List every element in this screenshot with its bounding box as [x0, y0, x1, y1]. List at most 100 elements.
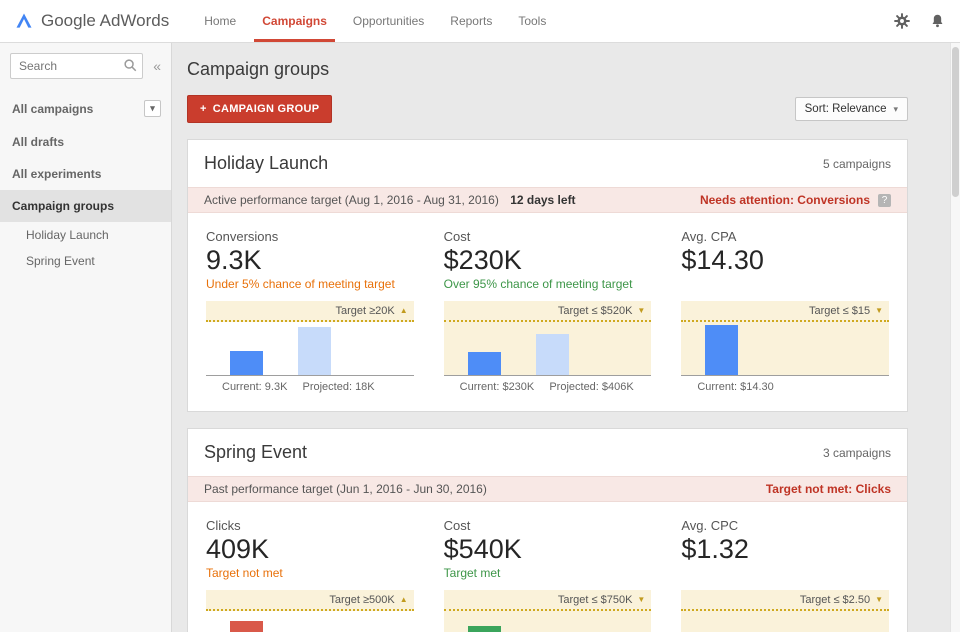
target-dropdown-arrow[interactable]: ▼ [637, 306, 646, 316]
gear-icon[interactable] [893, 12, 911, 30]
performance-target-banner: Past performance target (Jun 1, 2016 - J… [188, 476, 907, 503]
chart-notes: Current: $230K Projected: $406K [444, 381, 652, 393]
sidebar-item-holiday-launch[interactable]: Holiday Launch [0, 222, 171, 248]
target-chart: Target ≥20K ▲ [206, 301, 414, 377]
chevron-down-icon: ▾ [893, 103, 898, 114]
metric-cost: Cost $540K Target met Target ≤ $750K ▼ A… [443, 518, 652, 632]
main-nav: Home Campaigns Opportunities Reports Too… [191, 0, 559, 42]
chart-notes: Current: 9.3K Projected: 18K [206, 381, 414, 393]
metric-avg-cpa: Avg. CPA $14.30 Target ≤ $15 ▼ Current: … [681, 229, 889, 393]
search-row: « [0, 43, 171, 91]
nav-home[interactable]: Home [204, 14, 237, 28]
nav-reports[interactable]: Reports [450, 14, 493, 28]
sidebar-item-all-drafts[interactable]: All drafts [0, 126, 171, 158]
help-icon[interactable]: ? [878, 193, 891, 207]
add-campaign-group-button[interactable]: + CAMPAIGN GROUP [187, 95, 333, 123]
sidebar-item-all-campaigns[interactable]: All campaigns ▾ [0, 91, 171, 126]
collapse-sidebar-button[interactable]: « [153, 58, 161, 74]
chart-body [443, 322, 652, 376]
target-label: Target ≤ $15 [809, 304, 871, 317]
search-box [10, 53, 144, 79]
brand[interactable]: Google AdWords [14, 0, 169, 42]
bar-current [230, 350, 263, 376]
target-region: Target ≤ $2.50 ▼ [681, 590, 889, 612]
target-dropdown-arrow[interactable]: ▼ [875, 595, 883, 605]
bar-actual [230, 620, 263, 632]
banner-text: Active performance target (Aug 1, 2016 -… [204, 193, 499, 207]
metric-label: Avg. CPC [681, 518, 739, 534]
bar-current [467, 351, 501, 376]
sidebar-item-spring-event[interactable]: Spring Event [0, 248, 171, 274]
performance-target-banner: Active performance target (Aug 1, 2016 -… [188, 187, 907, 213]
target-chart: Target ≤ $2.50 ▼ [681, 590, 889, 632]
metric-value: $14.30 [681, 245, 764, 275]
bell-icon[interactable] [929, 13, 946, 30]
card-header: Spring Event 3 campaigns [188, 429, 907, 476]
metric-value: $230K [443, 245, 522, 275]
note-current: Current: $230K [459, 381, 535, 394]
main-content: Campaign groups + CAMPAIGN GROUP Sort: R… [173, 43, 950, 632]
sidebar-item-label: All drafts [12, 135, 65, 149]
metric-label: Cost [443, 518, 471, 534]
campaign-count: 5 campaigns [822, 156, 891, 171]
sidebar-item-all-experiments[interactable]: All experiments [0, 158, 171, 190]
topbar: Google AdWords Home Campaigns Opportunit… [0, 0, 960, 43]
metrics-row: Conversions 9.3K Under 5% chance of meet… [188, 213, 907, 411]
metric-value: $1.32 [681, 534, 749, 565]
metric-label: Conversions [206, 229, 279, 244]
card-header: Holiday Launch 5 campaigns [188, 140, 907, 187]
sidebar-item-campaign-groups[interactable]: Campaign groups [0, 190, 171, 222]
metric-value: 9.3K [206, 245, 262, 275]
metric-label: Avg. CPA [681, 229, 737, 244]
nav-campaigns[interactable]: Campaigns [254, 0, 335, 42]
adwords-logo-icon [16, 13, 32, 28]
chart-body [206, 611, 414, 632]
group-title: Spring Event [204, 442, 308, 463]
banner-text-wrap: Active performance target (Aug 1, 2016 -… [204, 193, 576, 207]
target-chart: Target ≤ $750K ▼ [443, 590, 652, 632]
banner-text: Past performance target (Jun 1, 2016 - J… [204, 482, 487, 497]
bar-actual [467, 625, 501, 632]
nav-opportunities[interactable]: Opportunities [352, 14, 425, 28]
target-chart: Target ≤ $15 ▼ [681, 301, 889, 377]
banner-days-left: 12 days left [510, 193, 576, 207]
sidebar: « All campaigns ▾ All drafts All experim… [0, 43, 172, 632]
target-dropdown-arrow[interactable]: ▲ [399, 595, 408, 605]
toolbar: + CAMPAIGN GROUP Sort: Relevance ▾ [187, 95, 908, 123]
target-region: Target ≥500K ▲ [206, 590, 414, 612]
metric-status [681, 277, 889, 293]
sort-button[interactable]: Sort: Relevance ▾ [794, 97, 908, 121]
campaign-group-card-holiday-launch: Holiday Launch 5 campaigns Active perfor… [187, 139, 908, 413]
note-projected: Projected: $406K [549, 381, 634, 394]
target-label: Target ≤ $520K [557, 304, 633, 317]
target-region: Target ≤ $520K ▼ [443, 301, 652, 323]
note-projected: Projected: 18K [302, 381, 375, 394]
campaign-count: 3 campaigns [822, 445, 891, 460]
target-dropdown-arrow[interactable]: ▼ [637, 595, 646, 605]
search-input[interactable] [10, 53, 144, 79]
group-title: Holiday Launch [204, 153, 329, 173]
campaign-group-card-spring-event: Spring Event 3 campaigns Past performanc… [187, 428, 908, 632]
nav-tools[interactable]: Tools [518, 14, 547, 28]
sidebar-item-label: Spring Event [26, 254, 95, 268]
target-dropdown-arrow[interactable]: ▼ [875, 306, 883, 316]
add-campaign-group-label: CAMPAIGN GROUP [212, 103, 320, 115]
metric-status: Over 95% chance of meeting target [443, 277, 633, 292]
chevron-down-icon[interactable]: ▾ [144, 100, 161, 117]
metric-status: Target not met [206, 566, 283, 581]
metric-conversions: Conversions 9.3K Under 5% chance of meet… [206, 229, 414, 393]
chart-body [443, 611, 652, 632]
sort-label: Sort: Relevance [804, 103, 887, 115]
target-label: Target ≤ $2.50 [799, 593, 871, 606]
target-region: Target ≤ $15 ▼ [681, 301, 889, 323]
scrollbar-track[interactable] [950, 43, 960, 632]
metric-status: Under 5% chance of meeting target [206, 277, 395, 292]
scrollbar-thumb[interactable] [952, 47, 959, 197]
sidebar-item-label: Holiday Launch [26, 228, 109, 242]
metric-label: Clicks [206, 518, 241, 534]
banner-alert: Needs attention: Conversions [699, 193, 870, 207]
target-dropdown-arrow[interactable]: ▲ [399, 306, 408, 316]
sidebar-item-label: Campaign groups [12, 199, 115, 213]
plus-icon: + [200, 103, 207, 115]
note-current: Current: $14.30 [697, 381, 774, 394]
